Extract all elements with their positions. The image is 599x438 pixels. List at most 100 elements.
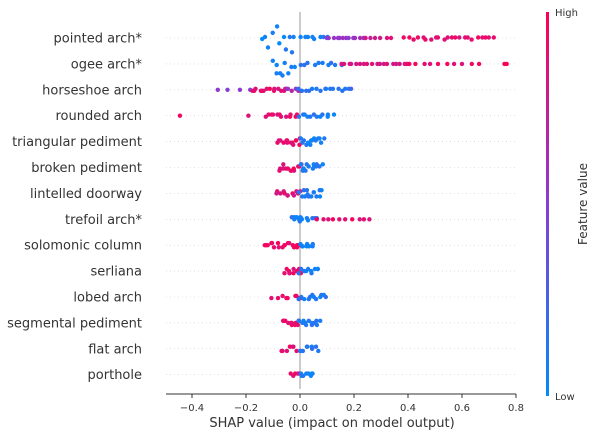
shap-point xyxy=(291,344,296,349)
feature-label: rounded arch xyxy=(55,109,142,124)
shap-point xyxy=(304,188,310,193)
shap-point xyxy=(427,61,433,67)
shap-point xyxy=(177,113,183,118)
colorbar-low-label: Low xyxy=(555,392,575,403)
x-tick-label: 0.2 xyxy=(346,403,362,414)
shap-point xyxy=(277,41,282,46)
shap-point xyxy=(296,271,301,276)
shap-point xyxy=(357,61,363,67)
shap-point xyxy=(445,35,450,40)
shap-point xyxy=(318,88,323,94)
shap-point xyxy=(323,86,329,92)
shap-point xyxy=(381,61,386,67)
shap-point xyxy=(269,240,275,246)
shap-point xyxy=(296,190,301,195)
shap-point xyxy=(330,86,336,92)
feature-label: lintelled doorway xyxy=(30,187,142,202)
shap-point xyxy=(298,62,303,68)
shap-point xyxy=(457,35,462,40)
shap-point xyxy=(372,35,378,41)
shap-point xyxy=(377,61,383,67)
shap-point xyxy=(285,295,290,301)
shap-point xyxy=(321,34,326,40)
shap-point xyxy=(269,295,274,301)
shap-point xyxy=(451,61,457,67)
colorbar-high-label: High xyxy=(555,8,578,19)
shap-point xyxy=(469,61,474,67)
shap-point xyxy=(294,348,299,354)
shap-point xyxy=(305,344,310,349)
shap-point xyxy=(423,37,428,42)
shap-point xyxy=(394,61,399,67)
shap-point xyxy=(284,348,290,354)
shap-point xyxy=(352,35,358,41)
shap-point xyxy=(288,112,293,117)
shap-point xyxy=(449,35,455,40)
shap-point xyxy=(309,346,315,351)
shap-point xyxy=(274,62,279,68)
shap-point xyxy=(330,217,336,222)
shap-point xyxy=(407,61,412,67)
shap-point xyxy=(287,240,292,246)
shap-point xyxy=(320,112,325,117)
shap-point xyxy=(314,194,319,199)
shap-point xyxy=(298,136,303,141)
shap-point xyxy=(369,61,375,67)
shap-point xyxy=(348,86,354,92)
shap-point xyxy=(280,73,285,78)
shap-point xyxy=(285,193,290,198)
shap-point xyxy=(282,271,287,276)
shap-point xyxy=(278,114,284,119)
shap-point xyxy=(305,34,311,40)
shap-point xyxy=(318,140,324,145)
shap-point xyxy=(305,218,311,223)
shap-point xyxy=(306,164,311,169)
shap-point xyxy=(320,60,325,66)
shap-point xyxy=(397,61,402,67)
shap-point xyxy=(357,35,363,41)
shap-point xyxy=(291,271,296,276)
shap-point xyxy=(308,114,313,119)
shap-point xyxy=(325,112,331,117)
shap-point xyxy=(286,71,291,76)
shap-point xyxy=(275,295,281,301)
shap-point xyxy=(291,266,296,272)
shap-point xyxy=(291,34,296,40)
shap-point xyxy=(303,168,308,173)
shap-point xyxy=(282,243,287,248)
shap-point xyxy=(299,88,305,94)
shap-point xyxy=(309,86,315,92)
shap-point xyxy=(401,35,406,40)
feature-label: segmental pediment xyxy=(7,316,142,331)
shap-point xyxy=(281,34,287,40)
shap-point xyxy=(315,266,320,272)
shap-point xyxy=(246,113,251,118)
shap-point xyxy=(459,61,465,67)
shap-point xyxy=(301,138,307,143)
shap-point xyxy=(388,35,394,41)
shap-point xyxy=(411,37,416,42)
shap-point xyxy=(504,61,509,67)
shap-point xyxy=(295,322,300,328)
shap-point xyxy=(270,58,275,63)
shap-point xyxy=(270,30,275,35)
shap-point xyxy=(350,217,355,222)
shap-point xyxy=(476,35,481,40)
shap-point xyxy=(287,34,292,40)
shap-point xyxy=(331,112,337,117)
shap-point xyxy=(280,293,285,299)
shap-point xyxy=(429,37,434,42)
shap-point xyxy=(298,34,303,40)
shap-point xyxy=(317,136,322,141)
shap-point xyxy=(318,318,323,323)
shap-point xyxy=(480,35,485,40)
shap-point xyxy=(314,86,319,92)
shap-point xyxy=(332,62,338,68)
x-tick-label: −0.2 xyxy=(234,403,258,414)
feature-label: serliana xyxy=(90,265,142,280)
shap-point xyxy=(225,87,230,93)
shap-point xyxy=(300,348,306,354)
shap-point xyxy=(377,35,383,41)
shap-point xyxy=(293,138,299,143)
